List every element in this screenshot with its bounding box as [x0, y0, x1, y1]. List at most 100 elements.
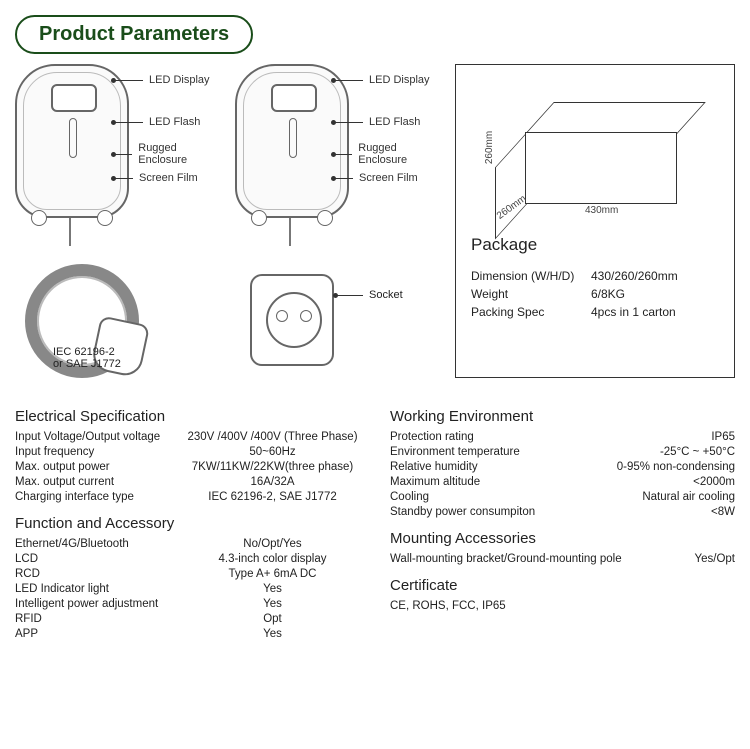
spec-val: Opt — [185, 613, 360, 625]
spec-key: Cooling — [390, 491, 560, 503]
socket-box — [250, 274, 334, 366]
spec-row: Maximum altitude<2000m — [390, 476, 735, 488]
spec-key: Max. output current — [15, 476, 185, 488]
package-title: Package — [471, 235, 719, 255]
dim-h: 260mm — [484, 131, 495, 164]
specs: Electrical Specification Input Voltage/Ou… — [15, 396, 735, 643]
spec-row: Protection ratingIP65 — [390, 431, 735, 443]
spec-row: Charging interface typeIEC 62196-2, SAE … — [15, 491, 360, 503]
spec-row: Intelligent power adjustmentYes — [15, 598, 360, 610]
pkg-val: 4pcs in 1 carton — [591, 305, 676, 319]
spec-key: Intelligent power adjustment — [15, 598, 185, 610]
callouts-left: LED Display LED Flash Rugged Enclosure S… — [115, 74, 225, 190]
spec-key: Standby power consumpiton — [390, 506, 560, 518]
section-title: Electrical Specification — [15, 408, 360, 425]
pkg-val: 6/8KG — [591, 287, 625, 301]
spec-val: <8W — [560, 506, 735, 518]
callout-socket: Socket — [369, 289, 403, 301]
diagram-charger-socket: LED Display LED Flash Rugged Enclosure S… — [235, 64, 445, 378]
spec-val: 50~60Hz — [185, 446, 360, 458]
spec-row: Relative humidity0-95% non-condensing — [390, 461, 735, 473]
spec-val: IEC 62196-2, SAE J1772 — [185, 491, 360, 503]
spec-key: Input frequency — [15, 446, 185, 458]
package-rows: Dimension (W/H/D)430/260/260mm Weight6/8K… — [471, 265, 719, 323]
pkg-key: Weight — [471, 287, 591, 301]
spec-row: Input frequency50~60Hz — [15, 446, 360, 458]
spec-key: Protection rating — [390, 431, 560, 443]
callout-led-flash: LED Flash — [369, 116, 420, 128]
spec-row: Environment temperature-25°C ~ +50°C — [390, 446, 735, 458]
spec-row: APPYes — [15, 628, 360, 640]
socket-face — [266, 292, 322, 348]
spec-key: LED Indicator light — [15, 583, 185, 595]
specs-left: Electrical Specification Input Voltage/Ou… — [15, 396, 360, 643]
charger-led — [289, 118, 297, 158]
charger-screen — [51, 84, 97, 112]
spec-val: Yes/Opt — [630, 553, 735, 565]
spec-row: LED Indicator lightYes — [15, 583, 360, 595]
spec-val: Yes — [185, 628, 360, 640]
section-title: Certificate — [390, 577, 735, 594]
spec-val: -25°C ~ +50°C — [560, 446, 735, 458]
callout-led-display: LED Display — [369, 74, 430, 86]
spec-key: LCD — [15, 553, 185, 565]
charger-led — [69, 118, 77, 158]
section-title: Working Environment — [390, 408, 735, 425]
spec-val: 16A/32A — [185, 476, 360, 488]
callout-rugged: Rugged Enclosure — [358, 142, 445, 166]
spec-val: Yes — [185, 583, 360, 595]
pkg-key: Packing Spec — [471, 305, 591, 319]
spec-key: Charging interface type — [15, 491, 185, 503]
spec-val: 7KW/11KW/22KW(three phase) — [185, 461, 360, 473]
spec-row: RCDType A+ 6mA DC — [15, 568, 360, 580]
spec-row: Max. output current16A/32A — [15, 476, 360, 488]
spec-key: APP — [15, 628, 185, 640]
spec-val: 0-95% non-condensing — [560, 461, 735, 473]
spec-key: RCD — [15, 568, 185, 580]
spec-key: Maximum altitude — [390, 476, 560, 488]
spec-val: Type A+ 6mA DC — [185, 568, 360, 580]
page-title: Product Parameters — [15, 15, 253, 54]
spec-val: IP65 — [560, 431, 735, 443]
spec-key: Environment temperature — [390, 446, 560, 458]
spec-key: Relative humidity — [390, 461, 560, 473]
spec-key: Max. output power — [15, 461, 185, 473]
callout-led-flash: LED Flash — [149, 116, 200, 128]
spec-line: CE, ROHS, FCC, IP65 — [390, 600, 735, 612]
spec-row: Ethernet/4G/BluetoothNo/Opt/Yes — [15, 538, 360, 550]
spec-key: Ethernet/4G/Bluetooth — [15, 538, 185, 550]
package-panel: 260mm 260mm 430mm Package Dimension (W/H… — [455, 64, 735, 378]
spec-row: Standby power consumpiton<8W — [390, 506, 735, 518]
callout-rugged: Rugged Enclosure — [138, 142, 225, 166]
charger-body — [15, 64, 129, 218]
spec-row: Wall-mounting bracket/Ground-mounting po… — [390, 553, 735, 565]
spec-val: Natural air cooling — [560, 491, 735, 503]
package-row: Weight6/8KG — [471, 287, 719, 301]
spec-val: No/Opt/Yes — [185, 538, 360, 550]
spec-val: 230V /400V /400V (Three Phase) — [185, 431, 360, 443]
spec-key: Input Voltage/Output voltage — [15, 431, 185, 443]
specs-right: Working Environment Protection ratingIP65… — [390, 396, 735, 643]
callout-screen-film: Screen Film — [139, 172, 198, 184]
callout-led-display: LED Display — [149, 74, 210, 86]
spec-row: CoolingNatural air cooling — [390, 491, 735, 503]
spec-key: RFID — [15, 613, 185, 625]
package-box-3d: 260mm 260mm 430mm — [495, 92, 695, 207]
charger-screen — [271, 84, 317, 112]
callouts-right: LED Display LED Flash Rugged Enclosure S… — [335, 74, 445, 190]
spec-val: Yes — [185, 598, 360, 610]
charger-body — [235, 64, 349, 218]
spec-row: Input Voltage/Output voltage230V /400V /… — [15, 431, 360, 443]
callout-screen-film: Screen Film — [359, 172, 418, 184]
pkg-val: 430/260/260mm — [591, 269, 678, 283]
section-title: Mounting Accessories — [390, 530, 735, 547]
top-section: LED Display LED Flash Rugged Enclosure S… — [15, 64, 735, 378]
package-row: Dimension (W/H/D)430/260/260mm — [471, 269, 719, 283]
spec-val: <2000m — [560, 476, 735, 488]
diagram-charger-cable: LED Display LED Flash Rugged Enclosure S… — [15, 64, 225, 378]
spec-val: 4.3-inch color display — [185, 553, 360, 565]
spec-row: RFIDOpt — [15, 613, 360, 625]
package-row: Packing Spec4pcs in 1 carton — [471, 305, 719, 319]
dim-w: 430mm — [585, 205, 618, 216]
section-title: Function and Accessory — [15, 515, 360, 532]
